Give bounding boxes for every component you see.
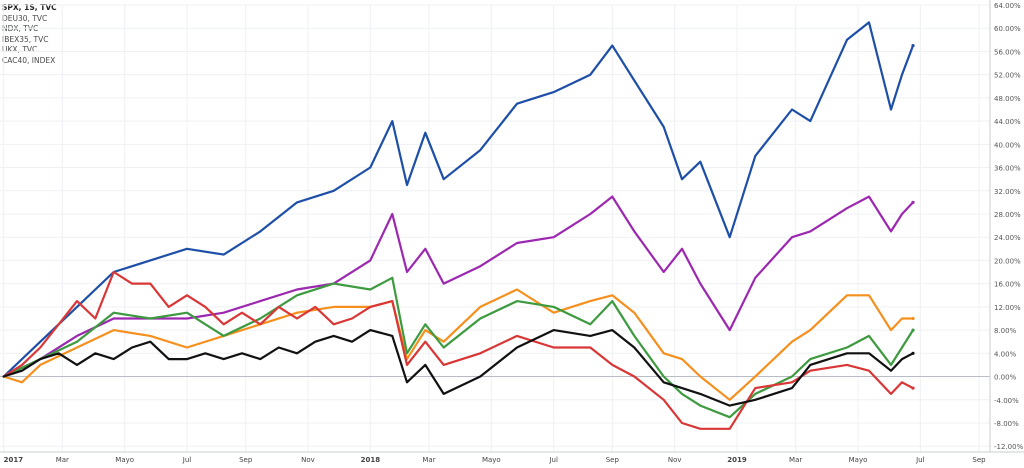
series-group — [2, 21, 915, 430]
y-tick-label: 16.00% — [994, 281, 1021, 289]
x-tick-label: Mar — [789, 456, 802, 464]
series-line-purple — [2, 195, 915, 378]
x-tick-label: Nov — [301, 456, 315, 464]
legend-item-ukx[interactable]: UKX, TVC — [2, 45, 38, 55]
x-tick-label: Mayo — [115, 456, 134, 464]
x-tick-label: Mayo — [482, 456, 501, 464]
legend-item-deu30[interactable]: DEU30, TVC — [2, 13, 48, 23]
series-end-point-green — [911, 328, 915, 332]
x-tick-label: Jul — [915, 456, 925, 464]
x-tick-label: Sep — [606, 456, 620, 464]
y-tick-label: 24.00% — [994, 234, 1021, 242]
series-end-point-black — [911, 351, 915, 355]
x-tick-label: Mayo — [849, 456, 868, 464]
series-end-point-orange — [911, 316, 915, 321]
series-line-green — [2, 276, 915, 419]
x-tick-label: 2017 — [4, 456, 24, 464]
y-tick-label: 56.00% — [994, 48, 1021, 56]
y-tick-label: 20.00% — [994, 257, 1021, 265]
x-tick-label: Sep — [972, 456, 986, 464]
y-tick-label: 32.00% — [994, 188, 1021, 196]
y-tick-label: 64.00% — [994, 2, 1021, 10]
y-tick-label: 60.00% — [994, 25, 1021, 33]
legend-item-spx[interactable]: SPX, 1S, TVC — [2, 3, 57, 12]
y-tick-label: 44.00% — [994, 118, 1021, 126]
series-line-blue — [2, 21, 915, 378]
y-tick-label: -8.00% — [994, 420, 1019, 428]
series-end-point-blue — [911, 44, 915, 48]
legend-item-ibex35[interactable]: IBEX35, TVC — [2, 34, 49, 44]
series-end-point-purple — [911, 200, 915, 204]
y-tick-label: 8.00% — [994, 327, 1017, 335]
series-line-black — [2, 329, 915, 407]
y-tick-label: 52.00% — [994, 72, 1021, 80]
y-tick-label: 0.00% — [994, 374, 1017, 382]
series-end-point-red — [911, 386, 915, 390]
y-tick-label: 4.00% — [994, 350, 1017, 358]
y-tick-label: 40.00% — [994, 141, 1021, 149]
x-tick-label: Mar — [56, 456, 69, 464]
y-tick-label: 28.00% — [994, 211, 1021, 219]
x-tick-label: Jul — [182, 456, 192, 464]
legend-item-cac40[interactable]: CAC40, INDEX — [2, 55, 56, 65]
y-tick-label: 48.00% — [994, 95, 1021, 103]
x-tick-label: Jul — [548, 456, 558, 464]
x-tick-label: 2019 — [727, 456, 747, 464]
x-axis[interactable]: 2017 Mar Mayo Jul Sep Nov 2018 Mar Mayo Jul Sep Nov… — [0, 451, 1024, 464]
x-tick-label: 2018 — [361, 456, 381, 464]
y-tick-label: -12.00% — [994, 443, 1024, 451]
y-tick-label: 36.00% — [994, 165, 1021, 173]
series-line-orange — [2, 288, 915, 401]
x-tick-label: Nov — [668, 456, 682, 464]
grid — [0, 4, 990, 452]
series-line-red — [2, 270, 915, 430]
x-tick-label: Mar — [422, 456, 435, 464]
y-tick-label: 12.00% — [994, 304, 1021, 312]
x-tick-label: Sep — [239, 456, 253, 464]
y-tick-label: -4.00% — [994, 397, 1019, 405]
y-axis[interactable]: 64.00% 60.00% 56.00% 52.00% 48.00% 44.00% 40.0… — [989, 0, 1024, 452]
